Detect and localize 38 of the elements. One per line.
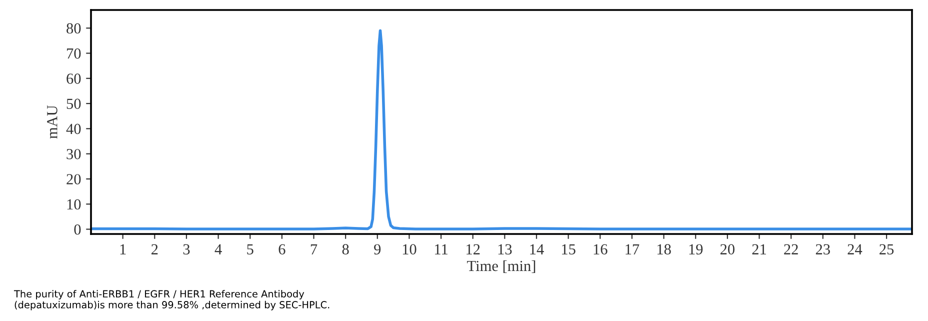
y-tick-label: 30: [66, 148, 81, 160]
x-tick-label: 4: [214, 244, 222, 254]
y-tick-label: 60: [66, 74, 81, 84]
x-tick-label: 23: [816, 244, 830, 254]
x-tick-label: 20: [720, 244, 734, 254]
x-tick-label: 25: [880, 244, 894, 254]
y-tick-label: 40: [66, 124, 81, 134]
x-tick-label: 11: [435, 244, 448, 254]
y-tick-label: 10: [67, 199, 81, 210]
x-axis-title: Time [min]: [467, 260, 536, 273]
x-tick-label: 7: [310, 244, 318, 254]
x-tick-label: 18: [657, 244, 671, 254]
y-tick-label: 20: [66, 174, 81, 184]
x-tick-label: 5: [247, 244, 254, 254]
x-tick-label: 22: [784, 244, 798, 254]
text: The purity of Anti-ERBB1 / EGFR / HER1 Reference Antibody (depatuxizumab)is more than 99.58% ,determined by SEC-HPLC.: [14, 290, 330, 310]
y-tick-label: 80: [66, 23, 81, 34]
x-tick-label: 16: [594, 244, 608, 254]
y-tick-label: 70: [67, 48, 81, 59]
x-tick-label: 19: [689, 244, 703, 254]
x-tick-label: 1: [120, 244, 126, 254]
x-tick-label: 24: [848, 244, 862, 254]
x-tick-label: 8: [342, 244, 349, 254]
x-tick-label: 2: [151, 244, 158, 254]
x-tick-label: 14: [530, 244, 544, 254]
x-tick-label: 21: [752, 244, 766, 254]
x-tick-label: 6: [278, 244, 286, 254]
y-tick-label: 0: [74, 224, 81, 235]
x-tick-label: 10: [402, 244, 416, 254]
x-tick-label: 12: [466, 244, 480, 254]
x-tick-label: 9: [374, 244, 381, 254]
x-tick-label: 3: [183, 244, 190, 254]
y-axis-title: mAU: [47, 105, 58, 139]
x-tick-label: 13: [498, 244, 512, 254]
x-tick-label: 17: [626, 244, 640, 254]
x-tick-label: 15: [562, 244, 576, 254]
y-tick-label: 50: [66, 98, 81, 109]
line-series: [91, 29, 912, 230]
